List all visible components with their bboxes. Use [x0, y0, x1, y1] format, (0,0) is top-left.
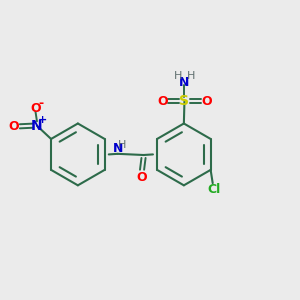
Text: N: N — [112, 142, 123, 155]
Text: O: O — [8, 120, 19, 133]
Text: O: O — [157, 95, 168, 108]
Text: H: H — [187, 71, 195, 81]
Text: Cl: Cl — [207, 182, 220, 196]
Text: S: S — [179, 94, 190, 108]
Text: +: + — [38, 116, 47, 125]
Text: H: H — [118, 140, 127, 150]
Text: -: - — [38, 97, 43, 110]
Text: N: N — [179, 76, 190, 89]
Text: N: N — [31, 119, 43, 133]
Text: O: O — [30, 101, 41, 115]
Text: O: O — [137, 171, 147, 184]
Text: O: O — [201, 95, 212, 108]
Text: H: H — [174, 71, 182, 81]
